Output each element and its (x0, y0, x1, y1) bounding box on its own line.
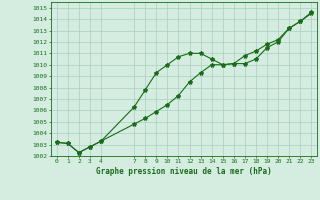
X-axis label: Graphe pression niveau de la mer (hPa): Graphe pression niveau de la mer (hPa) (96, 167, 272, 176)
